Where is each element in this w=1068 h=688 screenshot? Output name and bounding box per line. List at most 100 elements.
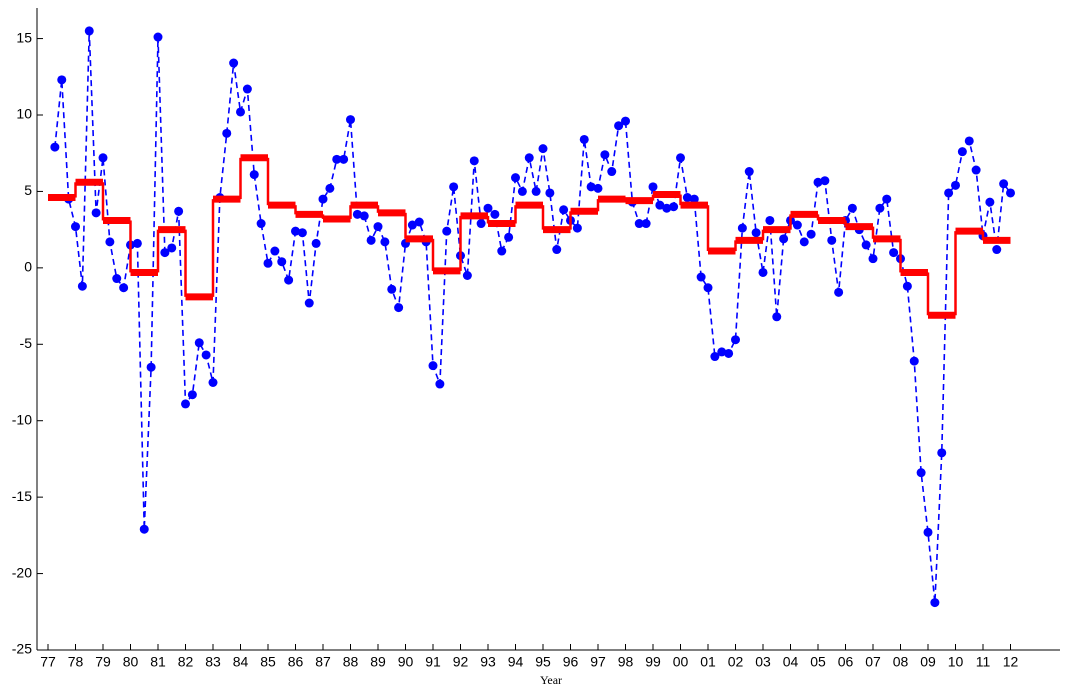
point <box>868 254 878 264</box>
point <box>641 219 651 229</box>
point <box>607 167 617 177</box>
x-tick-label: 09 <box>920 654 936 670</box>
point <box>146 362 156 372</box>
point <box>916 468 926 478</box>
point <box>208 378 218 387</box>
point <box>181 399 190 409</box>
point <box>222 128 232 138</box>
point <box>236 107 245 117</box>
point <box>689 194 699 204</box>
point <box>387 284 397 294</box>
point <box>971 165 981 175</box>
x-tick-label: 93 <box>480 654 496 670</box>
point <box>621 116 630 126</box>
x-tick-label: 04 <box>783 654 799 670</box>
x-tick-label: 98 <box>618 654 634 670</box>
series-line <box>54 30 1012 603</box>
point <box>531 186 541 196</box>
point <box>538 144 548 154</box>
point <box>593 183 603 193</box>
point <box>792 220 802 230</box>
point <box>442 226 452 236</box>
point <box>469 156 479 166</box>
y-tick-label: -5 <box>20 335 33 351</box>
point <box>696 272 706 282</box>
point <box>270 246 280 256</box>
point <box>847 203 857 213</box>
point <box>579 134 589 144</box>
point <box>366 235 376 245</box>
x-tick-label: 97 <box>590 654 606 670</box>
x-tick-label: 11 <box>976 654 991 670</box>
point <box>572 223 582 233</box>
x-tick-label: 05 <box>810 654 826 670</box>
point <box>373 222 383 232</box>
point <box>194 338 204 348</box>
point <box>861 240 871 250</box>
point <box>476 219 486 229</box>
point <box>139 524 149 534</box>
point <box>174 206 184 216</box>
point <box>91 208 101 218</box>
x-tick-label: 99 <box>645 654 661 670</box>
point <box>57 75 67 85</box>
point <box>339 154 349 164</box>
point <box>71 222 80 232</box>
x-axis-label: Year <box>540 673 562 687</box>
point <box>779 234 789 244</box>
point <box>483 203 493 213</box>
point <box>655 200 665 210</box>
x-tick-label: 90 <box>398 654 414 670</box>
point <box>105 237 115 247</box>
x-tick-label: 00 <box>673 654 689 670</box>
point <box>304 298 314 308</box>
point <box>112 274 122 284</box>
point <box>428 361 438 371</box>
point <box>834 287 844 297</box>
point <box>724 348 734 358</box>
point <box>937 448 947 458</box>
point <box>497 246 507 256</box>
point <box>957 147 967 157</box>
point <box>820 176 830 186</box>
point <box>98 153 108 163</box>
point <box>511 173 520 183</box>
point <box>1006 188 1015 198</box>
point <box>249 170 259 180</box>
x-tick-label: 85 <box>260 654 276 670</box>
x-tick-label: 95 <box>535 654 551 670</box>
point <box>160 248 170 258</box>
point <box>999 179 1009 189</box>
y-tick-label: -10 <box>12 411 32 427</box>
point <box>964 136 974 146</box>
point <box>504 232 514 242</box>
point <box>944 188 954 198</box>
point <box>751 228 761 238</box>
x-tick-label: 08 <box>893 654 909 670</box>
point <box>119 283 129 293</box>
point <box>332 154 342 164</box>
x-tick-label: 92 <box>453 654 469 670</box>
point <box>662 203 672 213</box>
x-tick-label: 80 <box>123 654 139 670</box>
point <box>634 219 644 229</box>
x-tick-label: 83 <box>205 654 221 670</box>
x-tick-label: 12 <box>1003 654 1019 670</box>
x-tick-label: 79 <box>95 654 111 670</box>
point <box>517 186 527 196</box>
point <box>765 215 775 225</box>
point <box>414 217 424 227</box>
point <box>710 352 720 362</box>
point <box>84 26 94 36</box>
point <box>799 237 809 247</box>
point <box>256 219 266 229</box>
point <box>902 281 912 291</box>
point <box>462 271 472 280</box>
point <box>930 598 940 608</box>
point <box>352 209 362 219</box>
point <box>882 194 892 204</box>
point <box>187 390 197 400</box>
point <box>744 167 754 177</box>
y-tick-label: -15 <box>12 488 32 504</box>
x-tick-label: 84 <box>233 654 249 670</box>
